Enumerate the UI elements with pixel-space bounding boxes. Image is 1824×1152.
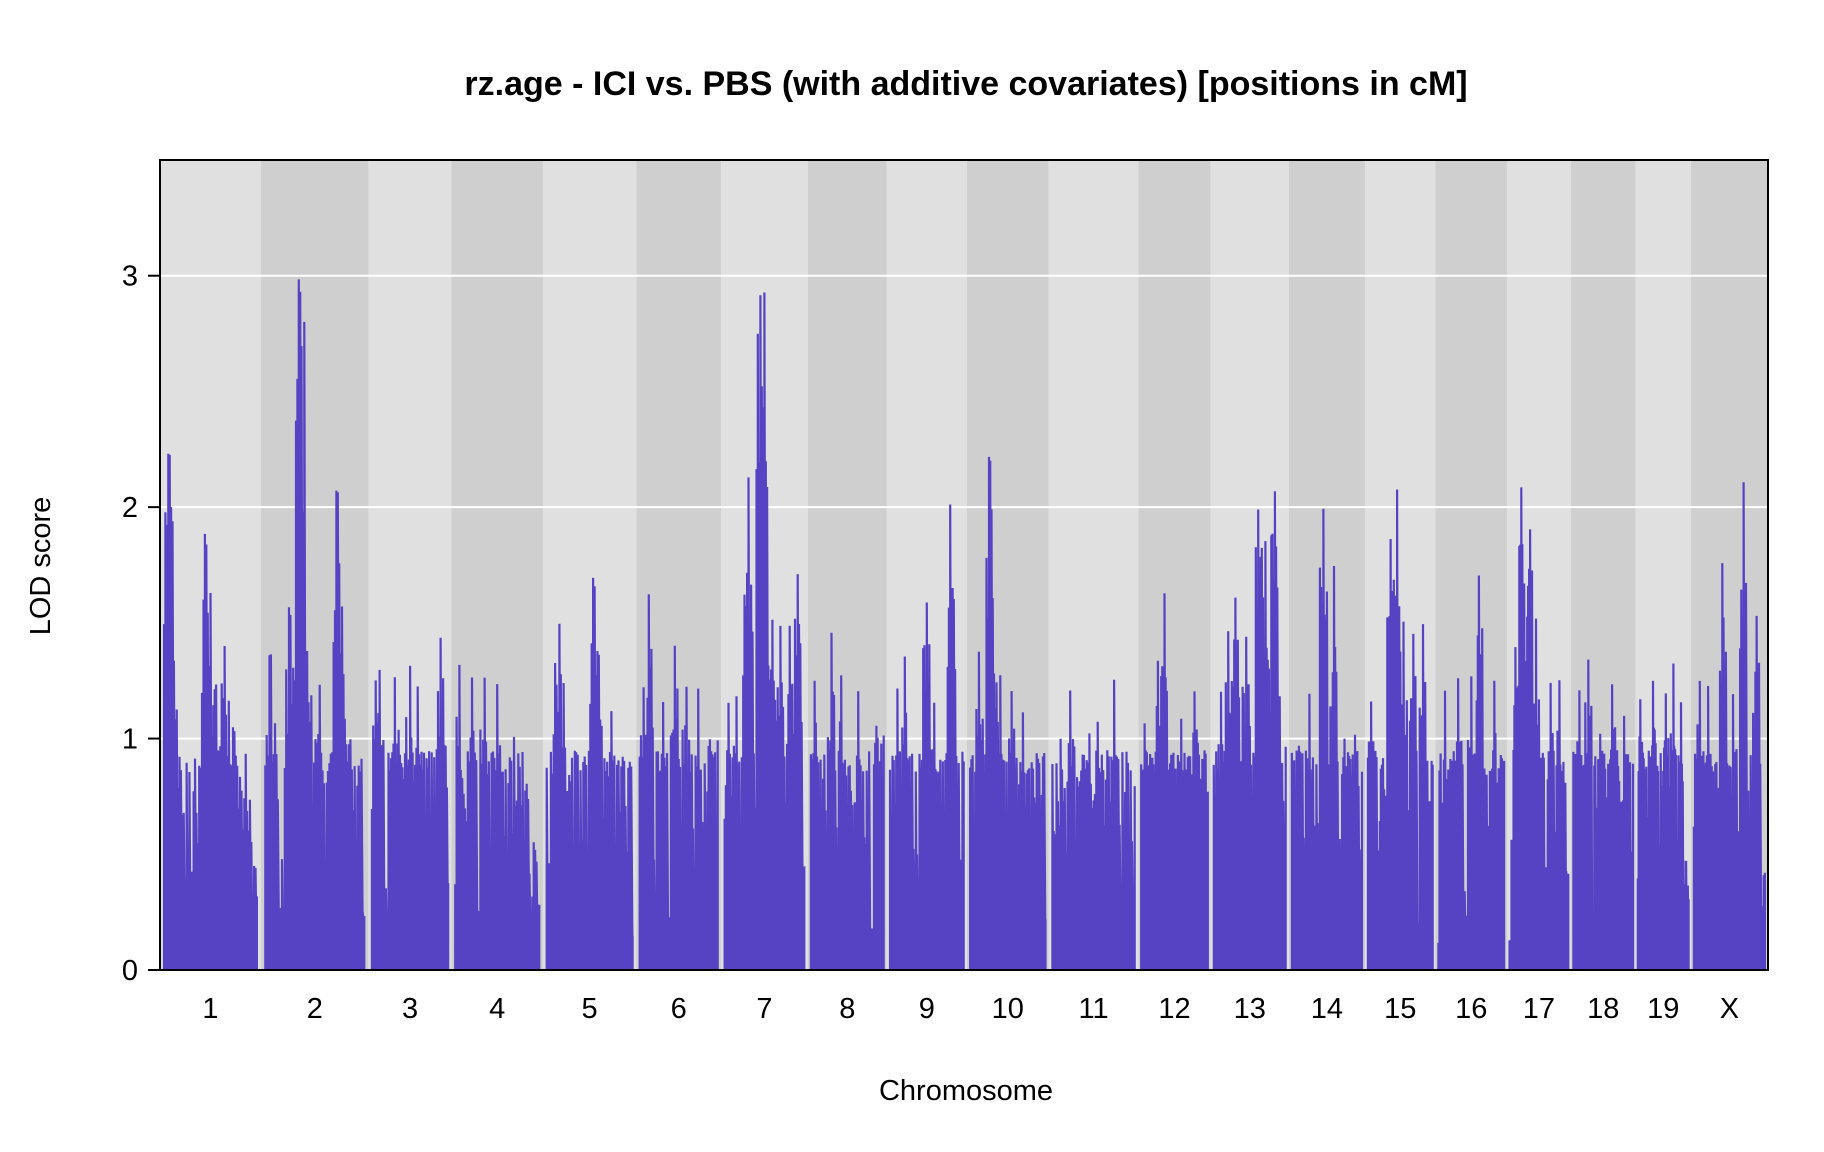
x-tick-label-14: 14 bbox=[1311, 993, 1343, 1025]
lod-trace-chr-4 bbox=[454, 664, 541, 971]
x-tick-label-1: 1 bbox=[202, 993, 218, 1025]
lod-trace-chr-6 bbox=[638, 594, 719, 971]
x-tick-label-10: 10 bbox=[992, 993, 1024, 1025]
x-tick-label-17: 17 bbox=[1523, 993, 1555, 1025]
lod-trace-chr-19 bbox=[1636, 663, 1690, 971]
chart-title: rz.age - ICI vs. PBS (with additive cova… bbox=[464, 65, 1467, 103]
lod-traces bbox=[162, 279, 1766, 971]
x-tick-label-3: 3 bbox=[402, 993, 418, 1025]
x-tick-label-8: 8 bbox=[839, 993, 855, 1025]
x-tick-label-7: 7 bbox=[756, 993, 772, 1025]
lod-trace-chr-X bbox=[1692, 482, 1766, 971]
lod-trace-chr-7 bbox=[723, 292, 806, 971]
y-tick-label-1: 1 bbox=[122, 724, 138, 756]
lod-trace-chr-2 bbox=[264, 279, 366, 971]
lod-trace-chr-3 bbox=[370, 637, 450, 971]
lod-trace-chr-11 bbox=[1051, 679, 1136, 971]
x-tick-label-12: 12 bbox=[1158, 993, 1190, 1025]
x-tick-label-X: X bbox=[1720, 993, 1739, 1025]
lod-trace-chr-5 bbox=[545, 577, 634, 971]
y-tick-label-0: 0 bbox=[122, 955, 138, 987]
lod-trace-chr-16 bbox=[1437, 575, 1506, 971]
x-axis-label: Chromosome bbox=[879, 1075, 1053, 1107]
x-tick-label-11: 11 bbox=[1078, 993, 1108, 1025]
x-tick-label-13: 13 bbox=[1234, 993, 1266, 1025]
lod-trace-chr-18 bbox=[1572, 659, 1635, 971]
lod-trace-chr-10 bbox=[969, 456, 1047, 971]
x-axis-ticks: 1 2 3 4 5 6 7 8 9 10 11 12 13 14 15 16 17 18 19 X bbox=[202, 993, 1739, 1025]
x-tick-label-2: 2 bbox=[307, 993, 323, 1025]
x-tick-label-16: 16 bbox=[1455, 993, 1487, 1025]
x-tick-label-15: 15 bbox=[1384, 993, 1416, 1025]
gridlines bbox=[160, 274, 1768, 740]
y-axis-label: LOD score bbox=[25, 497, 57, 636]
lod-trace-chr-17 bbox=[1508, 487, 1570, 971]
x-tick-label-6: 6 bbox=[671, 993, 687, 1025]
y-tick-label-2: 2 bbox=[122, 492, 138, 524]
lod-trace-chr-8 bbox=[809, 632, 885, 971]
lod-trace-chr-1 bbox=[162, 453, 258, 971]
x-tick-label-18: 18 bbox=[1587, 993, 1619, 1025]
x-tick-label-5: 5 bbox=[582, 993, 598, 1025]
x-tick-label-9: 9 bbox=[919, 993, 935, 1025]
plot-border bbox=[159, 159, 1769, 971]
lod-trace-chr-14 bbox=[1290, 508, 1364, 971]
y-tick-label-3: 3 bbox=[122, 261, 138, 293]
x-tick-label-19: 19 bbox=[1647, 993, 1679, 1025]
lod-trace-chr-13 bbox=[1212, 491, 1287, 971]
x-tick-label-4: 4 bbox=[489, 993, 505, 1025]
lod-trace-chr-9 bbox=[888, 504, 965, 971]
lod-trace-chr-12 bbox=[1140, 593, 1209, 971]
lod-trace-chr-15 bbox=[1366, 489, 1434, 971]
y-axis-ticks: 0 1 2 3 bbox=[122, 261, 160, 987]
